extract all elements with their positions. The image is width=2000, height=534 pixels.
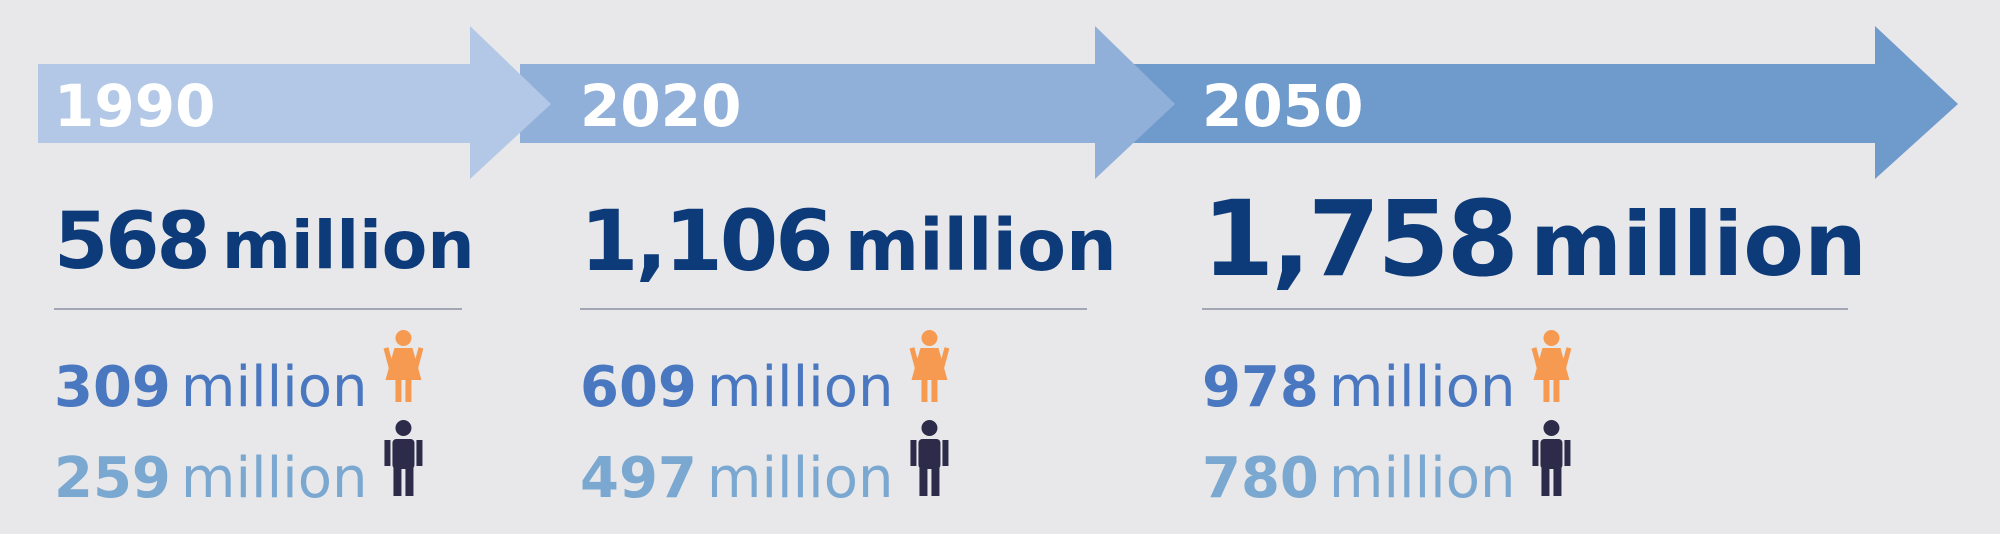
icon-body xyxy=(911,348,948,380)
unit: million xyxy=(181,446,368,511)
unit: million xyxy=(707,446,894,511)
men-value: 497 xyxy=(580,446,697,511)
year: 2050 xyxy=(1202,72,1363,140)
female-icon xyxy=(909,330,950,402)
year: 2020 xyxy=(580,72,741,140)
icon-leg xyxy=(393,466,402,496)
icon-head xyxy=(395,330,412,346)
men: 497 million xyxy=(580,446,893,511)
icon-leg xyxy=(931,466,940,496)
icon-arm xyxy=(1560,347,1572,372)
icon-leg xyxy=(395,378,402,402)
icon-leg xyxy=(1543,378,1550,402)
icon-arm xyxy=(910,440,917,466)
unit: million xyxy=(181,355,368,420)
total-value: 1,106 xyxy=(580,192,831,290)
unit: million xyxy=(1329,355,1516,420)
unit: million xyxy=(845,204,1117,287)
men: 259 million xyxy=(54,446,367,511)
icon-leg xyxy=(1553,466,1562,496)
women-value: 309 xyxy=(54,355,171,420)
icon-body xyxy=(918,439,941,469)
year: 1990 xyxy=(54,72,215,140)
icon-leg xyxy=(921,378,928,402)
unit: million xyxy=(222,206,475,284)
total: 1,106 million xyxy=(580,192,1117,290)
men-value: 780 xyxy=(1202,446,1319,511)
arrow xyxy=(38,26,551,179)
icon-arm xyxy=(383,347,395,372)
male-icon xyxy=(384,420,423,496)
female-icon xyxy=(1531,330,1572,402)
icon-leg xyxy=(1553,378,1560,402)
icon-leg xyxy=(931,378,938,402)
icon-body xyxy=(385,348,422,380)
icon-leg xyxy=(919,466,928,496)
icon-leg xyxy=(405,466,414,496)
icon-arm xyxy=(909,347,921,372)
icon-arm xyxy=(416,440,423,466)
icon-leg xyxy=(1541,466,1550,496)
icon-arm xyxy=(942,440,949,466)
unit: million xyxy=(1530,193,1867,296)
women: 609 million xyxy=(580,355,893,420)
women-value: 978 xyxy=(1202,355,1319,420)
icon-body xyxy=(1540,439,1563,469)
unit: million xyxy=(1329,446,1516,511)
icon-arm xyxy=(938,347,950,372)
arrow xyxy=(1100,26,1958,179)
arrow xyxy=(520,26,1175,179)
icon-arm xyxy=(384,440,391,466)
icon-body xyxy=(392,439,415,469)
male-icon xyxy=(910,420,949,496)
female-icon xyxy=(383,330,424,402)
icon-head xyxy=(921,330,938,346)
women: 978 million xyxy=(1202,355,1515,420)
total: 1,758 million xyxy=(1202,178,1867,300)
icon-arm xyxy=(412,347,424,372)
icon-head xyxy=(921,420,938,436)
icon-head xyxy=(1543,420,1560,436)
women: 309 million xyxy=(54,355,367,420)
icon-arm xyxy=(1564,440,1571,466)
icon-head xyxy=(395,420,412,436)
icon-head xyxy=(1543,330,1560,346)
icon-arm xyxy=(1532,440,1539,466)
icon-body xyxy=(1533,348,1570,380)
men-value: 259 xyxy=(54,446,171,511)
male-icon xyxy=(1532,420,1571,496)
total: 568 million xyxy=(54,197,475,287)
total-value: 1,758 xyxy=(1202,178,1516,300)
icon-leg xyxy=(405,378,412,402)
unit: million xyxy=(707,355,894,420)
icon-arm xyxy=(1531,347,1543,372)
women-value: 609 xyxy=(580,355,697,420)
total-value: 568 xyxy=(54,197,208,287)
men: 780 million xyxy=(1202,446,1515,511)
